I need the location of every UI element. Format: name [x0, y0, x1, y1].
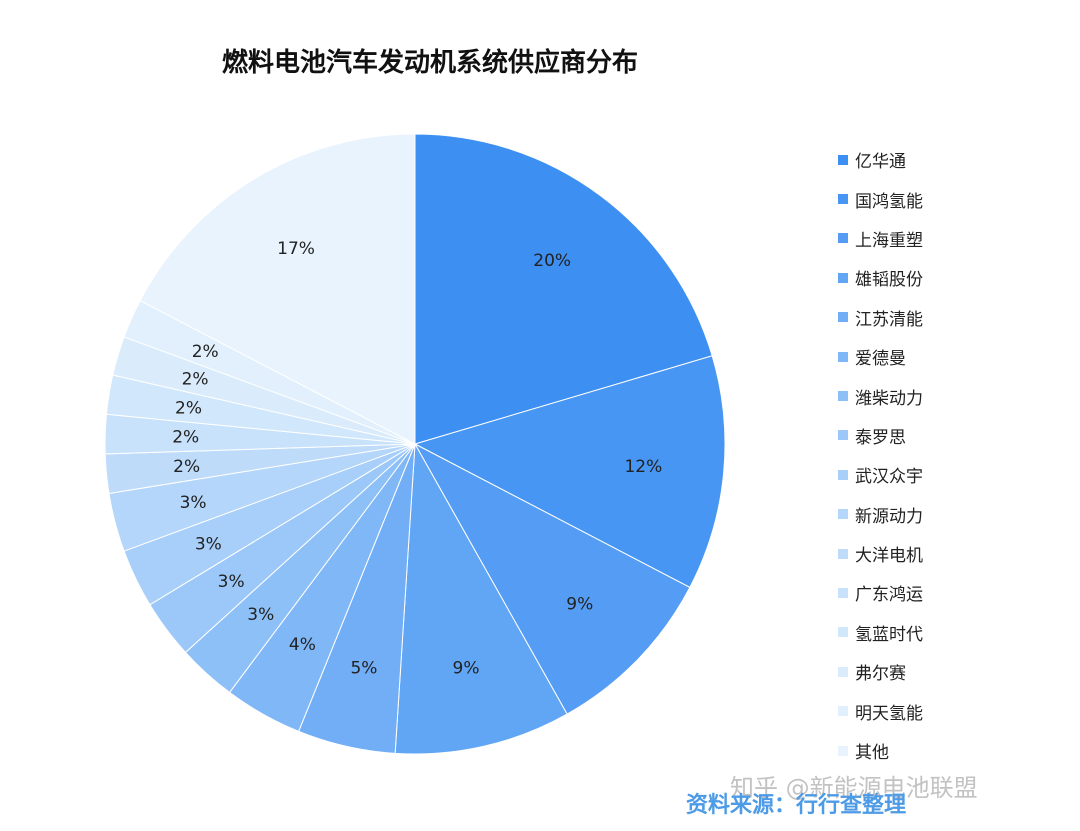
legend-label: 武汉众宇: [855, 467, 923, 488]
pie-chart: 20%12%9%9%5%4%3%3%3%3%2%2%2%2%2%17%: [104, 133, 726, 755]
legend-item-4: 雄韬股份: [838, 258, 923, 297]
legend-item-15: 明天氢能: [838, 691, 923, 730]
legend-item-11: 大洋电机: [838, 534, 923, 573]
legend-item-12: 广东鸿运: [838, 573, 923, 612]
legend-swatch: [838, 154, 848, 165]
pie-slice-3: [413, 442, 691, 715]
slice-label-14: 2%: [182, 370, 209, 390]
legend-item-14: 弗尔赛: [838, 652, 923, 691]
pie-slice-16: [139, 133, 416, 445]
watermark: 知乎 @新能源电池联盟: [730, 774, 978, 802]
legend-label: 弗尔赛: [855, 664, 906, 685]
legend-swatch: [838, 312, 848, 323]
slice-label-4: 9%: [453, 659, 480, 679]
legend-item-8: 泰罗思: [838, 416, 923, 455]
legend-swatch: [838, 706, 848, 717]
slice-label-5: 5%: [350, 659, 377, 679]
legend-item-16: 其他: [838, 731, 923, 770]
legend-label: 上海重塑: [855, 230, 923, 251]
pie-slice-4: [394, 442, 568, 755]
legend-swatch: [838, 351, 848, 362]
legend-swatch: [838, 745, 848, 756]
legend-item-3: 上海重塑: [838, 219, 923, 258]
legend-swatch: [838, 272, 848, 283]
legend-swatch: [838, 548, 848, 559]
legend-label: 其他: [855, 743, 889, 764]
pie-slice-2: [413, 355, 726, 589]
slice-label-15: 2%: [192, 342, 219, 362]
pie-slices: [104, 133, 726, 755]
legend-label: 国鸿氢能: [855, 191, 923, 212]
pie-labels: 20%12%9%9%5%4%3%3%3%3%2%2%2%2%2%17%: [172, 239, 662, 679]
slice-label-9: 3%: [195, 535, 222, 555]
legend-label: 亿华通: [855, 152, 906, 173]
slice-label-8: 3%: [218, 572, 245, 592]
slice-label-13: 2%: [175, 398, 202, 418]
slice-label-3: 9%: [566, 595, 593, 615]
legend-item-5: 江苏清能: [838, 298, 923, 337]
legend-swatch: [838, 233, 848, 244]
legend: 亿华通国鸿氢能上海重塑雄韬股份江苏清能爱德曼潍柴动力泰罗思武汉众宇新源动力大洋电…: [838, 140, 923, 770]
chart-title: 燃料电池汽车发动机系统供应商分布: [221, 48, 638, 78]
legend-item-7: 潍柴动力: [838, 376, 923, 415]
legend-swatch: [838, 430, 848, 441]
source-note: 资料来源：行行查整理: [686, 793, 907, 818]
slice-label-6: 4%: [289, 635, 316, 655]
legend-swatch: [838, 587, 848, 598]
slice-label-2: 12%: [624, 457, 662, 477]
legend-label: 新源动力: [855, 506, 923, 527]
legend-label: 雄韬股份: [855, 270, 923, 291]
legend-item-13: 氢蓝时代: [838, 613, 923, 652]
legend-swatch: [838, 391, 848, 402]
legend-swatch: [838, 194, 848, 205]
legend-label: 江苏清能: [855, 309, 923, 330]
legend-label: 明天氢能: [855, 703, 923, 724]
legend-label: 氢蓝时代: [855, 624, 923, 645]
legend-label: 大洋电机: [855, 546, 923, 567]
legend-label: 泰罗思: [855, 427, 906, 448]
slice-label-12: 2%: [172, 428, 199, 448]
legend-swatch: [838, 509, 848, 520]
slice-label-11: 2%: [173, 457, 200, 477]
legend-swatch: [838, 627, 848, 638]
slice-label-16: 17%: [277, 239, 315, 259]
slice-label-7: 3%: [247, 605, 274, 625]
legend-swatch: [838, 666, 848, 677]
legend-item-6: 爱德曼: [838, 337, 923, 376]
slice-label-1: 20%: [533, 251, 571, 271]
legend-item-9: 武汉众宇: [838, 455, 923, 494]
legend-swatch: [838, 469, 848, 480]
legend-label: 广东鸿运: [855, 585, 923, 606]
legend-item-10: 新源动力: [838, 495, 923, 534]
legend-label: 爱德曼: [855, 349, 906, 370]
slice-label-10: 3%: [180, 493, 207, 513]
legend-label: 潍柴动力: [855, 388, 923, 409]
pie-slice-1: [414, 133, 713, 445]
legend-item-1: 亿华通: [838, 140, 923, 179]
legend-item-2: 国鸿氢能: [838, 179, 923, 218]
